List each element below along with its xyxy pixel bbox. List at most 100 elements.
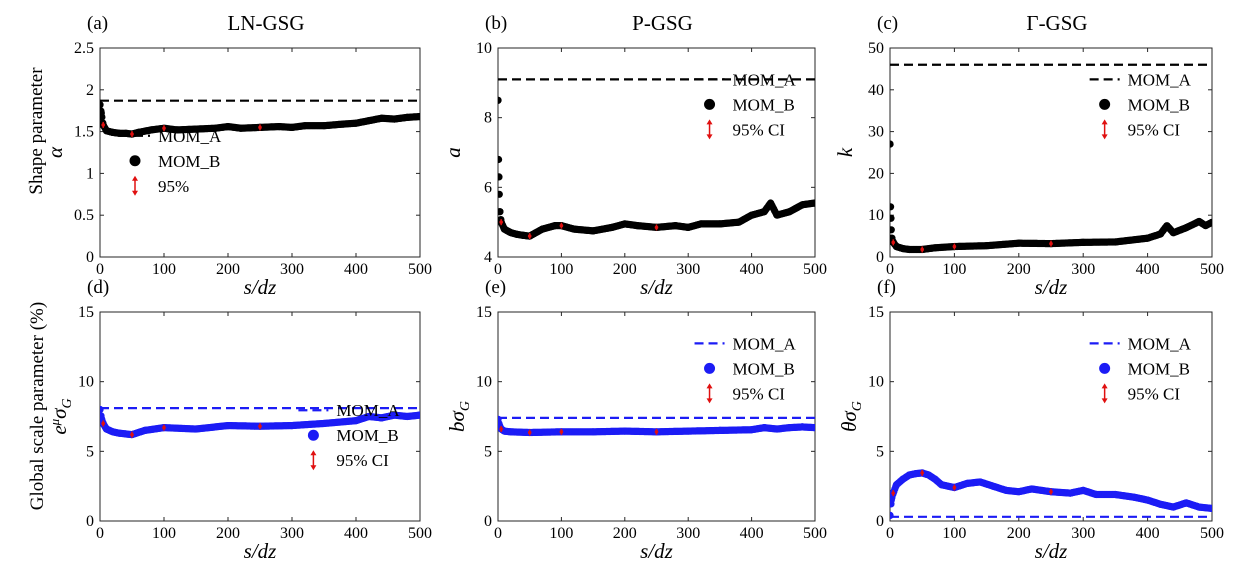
- mom-b-point: [1195, 217, 1203, 226]
- y-tick-label: 0: [86, 513, 94, 530]
- mom-b-point: [519, 231, 528, 239]
- x-tick-label: 500: [408, 525, 432, 542]
- mom-b-markers: [498, 96, 815, 240]
- mom-b-point: [589, 227, 597, 235]
- mom-b-point: [905, 471, 913, 479]
- chart-title: P-GSG: [632, 11, 693, 35]
- mom-b-point: [102, 127, 110, 135]
- ci-point: [162, 126, 166, 131]
- y-tick-label: 5: [876, 443, 884, 460]
- x-tick-label: 300: [676, 261, 700, 278]
- legend-label: MOM_B: [1128, 359, 1190, 378]
- legend: MOM_A MOM_B 95%: [120, 127, 222, 196]
- legend-marker-swatch: [1099, 362, 1111, 374]
- mom-b-point: [224, 422, 232, 430]
- x-axis-label: s/dz: [640, 275, 673, 299]
- x-tick-label: 200: [613, 525, 637, 542]
- mom-b-point: [925, 471, 933, 479]
- mom-b-point: [173, 126, 181, 134]
- legend-label: MOM_B: [336, 426, 398, 445]
- mom-b-point: [100, 101, 104, 109]
- y-tick-label: 5: [484, 443, 492, 460]
- mom-b-point: [608, 223, 616, 231]
- mom-b-point: [1111, 490, 1119, 499]
- mom-b-point: [109, 428, 117, 436]
- ci-point: [527, 234, 532, 238]
- mom-b-markers: [498, 415, 815, 437]
- x-tick-label: 100: [942, 525, 966, 542]
- mom-b-point: [551, 222, 559, 230]
- mom-b-point: [989, 482, 997, 490]
- mom-b-point: [760, 424, 768, 432]
- legend-label: 95% CI: [336, 451, 389, 470]
- x-tick-label: 500: [1200, 261, 1224, 278]
- ci-point: [499, 220, 503, 224]
- y-tick-label: 10: [868, 207, 884, 224]
- mom-b-point: [684, 223, 692, 231]
- y-tick-label: 1.5: [74, 124, 94, 141]
- x-tick-label: 400: [740, 525, 764, 542]
- mom-b-point: [899, 475, 907, 483]
- mom-b-markers: [100, 101, 420, 138]
- mom-b-point: [301, 122, 309, 130]
- mom-b-point: [1111, 238, 1119, 246]
- x-tick-label: 200: [613, 261, 637, 278]
- y-tick-label: 5: [86, 443, 94, 460]
- mom-b-point: [498, 173, 503, 181]
- plot-frame: [497, 47, 816, 258]
- mom-b-point: [786, 208, 794, 216]
- legend-ci-arrow-down: [706, 398, 713, 404]
- mom-b-point: [798, 201, 806, 209]
- mom-b-markers: [890, 140, 1212, 254]
- mom-b-point: [890, 140, 894, 148]
- legend-label: MOM_B: [1128, 95, 1190, 114]
- legend-label: 95% CI: [733, 384, 786, 403]
- mom-b-point: [773, 211, 781, 219]
- y-tick-label: 0.5: [74, 207, 94, 224]
- mom-b-point: [890, 496, 895, 504]
- y-tick-label: 0: [484, 513, 492, 530]
- chart-panel-5: 0 100 200 300 400 500051015(e)s/dzbσGMOM_AMOM…: [445, 277, 827, 563]
- mom-b-point: [192, 425, 200, 433]
- x-tick-label: 400: [344, 261, 368, 278]
- legend: MOM_A MOM_B 95% CI: [694, 334, 797, 404]
- legend: MOM_A MOM_B 95% CI: [1089, 334, 1192, 404]
- mom-b-point: [937, 481, 946, 489]
- y-tick-label: 15: [868, 304, 884, 321]
- mom-b-point: [416, 113, 420, 121]
- mom-b-point: [320, 122, 328, 130]
- legend-marker-swatch: [704, 98, 716, 110]
- legend-marker-swatch: [1099, 98, 1111, 110]
- y-tick-label: 0: [876, 249, 884, 266]
- legend-label: MOM_B: [733, 359, 795, 378]
- mom-b-point: [684, 427, 692, 435]
- panel-label: (d): [87, 277, 109, 298]
- mom-b-point: [365, 412, 373, 421]
- y-tick-label: 30: [868, 124, 884, 141]
- ci-point: [162, 425, 166, 430]
- x-tick-label: 300: [280, 525, 304, 542]
- y-axis-label: eμσG: [47, 398, 75, 434]
- mom-b-point: [1144, 234, 1152, 242]
- y-tick-label: 2.5: [74, 40, 94, 57]
- y-tick-label: 40: [868, 82, 884, 99]
- chart-panel-1: 0 100 200 300 400 500 0 0.5 1 1.5 2 2.5 (a) LN-GSG s/d…: [43, 11, 432, 299]
- mom-b-point: [141, 426, 149, 434]
- x-tick-label: 100: [152, 261, 176, 278]
- ci-point: [258, 125, 262, 130]
- chart-title: Γ-GSG: [1026, 11, 1087, 35]
- x-tick-label: 200: [1007, 261, 1031, 278]
- mom-b-point: [963, 479, 971, 487]
- legend-ci-arrow-down: [132, 190, 138, 196]
- x-tick-label: 300: [676, 525, 700, 542]
- mom-b-point: [1131, 493, 1139, 501]
- mom-b-point: [390, 411, 398, 419]
- legend-ci-arrow-up: [132, 175, 138, 181]
- mom-b-point: [498, 415, 502, 423]
- y-axis-label: k: [833, 147, 857, 157]
- mom-b-point: [1202, 222, 1210, 230]
- mom-b-point: [365, 117, 373, 125]
- legend-ci-arrow-up: [706, 383, 713, 389]
- x-tick-label: 300: [1071, 261, 1095, 278]
- y-axis-label: a: [441, 147, 465, 158]
